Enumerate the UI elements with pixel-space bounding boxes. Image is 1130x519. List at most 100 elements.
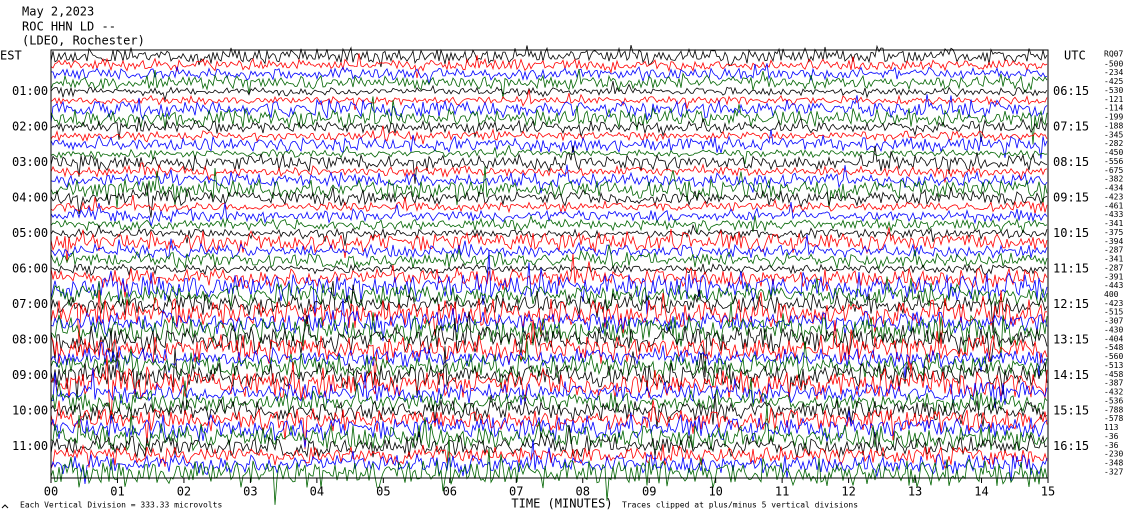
trace-offset: -287 [1104,263,1123,272]
left-time-label: 06:00 [12,261,48,275]
trace-offset: -121 [1104,95,1123,104]
trace-offset: -450 [1104,148,1123,157]
left-time-label: 04:00 [12,190,48,204]
trace-offset: -348 [1104,459,1123,468]
x-tick-label: 14 [974,485,988,499]
trace-offset: -36 [1104,432,1119,441]
station: ROC HHN LD -- [22,20,116,34]
trace-offset: -188 [1104,121,1123,130]
trace-offset: -114 [1104,104,1123,113]
trace-offset: -513 [1104,361,1123,370]
right-time-label: 08:15 [1053,155,1089,169]
x-tick-label: 02 [177,485,191,499]
seismic-trace [50,404,1048,452]
left-time-label: 11:00 [12,439,48,453]
left-time-label: 09:00 [12,368,48,382]
trace-offset: -391 [1104,272,1123,281]
seismic-trace [50,227,1048,263]
x-tick-label: 12 [841,485,855,499]
seismic-trace [50,444,1048,470]
left-time-label: 02:00 [12,119,48,133]
left-time-label: 03:00 [12,155,48,169]
seismic-trace [50,249,1048,319]
seismic-trace [50,44,1048,68]
right-time-label: 07:15 [1053,119,1089,133]
x-tick-label: 04 [310,485,324,499]
right-time-label: 13:15 [1053,332,1089,346]
trace-offset: -578 [1104,414,1123,423]
station-code: RQ07 [1104,50,1123,59]
x-tick-label: 13 [908,485,922,499]
trace-offset: -536 [1104,396,1123,405]
clip-note: Traces clipped at plus/minus 5 vertical … [622,501,858,510]
trace-offset: -341 [1104,255,1123,264]
left-time-label: 10:00 [12,403,48,417]
x-axis-label: TIME (MINUTES) [511,497,612,511]
x-tick-label: 05 [376,485,390,499]
left-time-label: 05:00 [12,226,48,240]
x-tick-label: 11 [775,485,789,499]
seismic-trace [50,96,1048,145]
trace-offset: -199 [1104,113,1123,122]
traces [50,44,1048,505]
seismic-trace [50,439,1048,484]
x-tick-label: 15 [1041,485,1055,499]
x-tick-label: 06 [443,485,457,499]
trace-offset: -307 [1104,317,1123,326]
plot-frame [50,49,1049,479]
x-tick-label: 01 [110,485,124,499]
seismic-trace [50,342,1048,378]
seismic-trace [50,276,1048,311]
seismic-trace [50,63,1048,85]
trace-offset: -675 [1104,166,1123,175]
seismic-trace [50,280,1048,333]
trace-offset: -530 [1104,86,1123,95]
right-time-label: 15:15 [1053,403,1089,417]
right-time-label: 11:15 [1053,261,1089,275]
x-tick-label: 07 [509,485,523,499]
seismic-trace [50,53,1048,79]
trace-offset: -430 [1104,325,1123,334]
trace-offset: -443 [1104,281,1123,290]
seismic-trace [50,301,1048,358]
right-time-label: 16:15 [1053,439,1089,453]
trace-offset: -287 [1104,246,1123,255]
network: (LDEO, Rochester) [22,34,145,48]
right-time-label: 09:15 [1053,190,1089,204]
seismic-trace [50,202,1048,227]
trace-offset: -556 [1104,157,1123,166]
seismic-trace [50,94,1048,124]
seismic-trace [50,393,1048,428]
left-time-label: 07:00 [12,297,48,311]
trace-offset: 113 [1104,423,1119,432]
right-time-label: 12:15 [1053,297,1089,311]
trace-offset: -36 [1104,441,1119,450]
seismic-trace [50,263,1048,277]
x-tick-label: 10 [708,485,722,499]
seismic-trace [50,166,1048,209]
trace-offset: -560 [1104,352,1123,361]
trace-offset: -461 [1104,201,1123,210]
seismic-trace [50,144,1048,165]
trace-offset: -458 [1104,370,1123,379]
trace-offset: -423 [1104,299,1123,308]
trace-offset: -382 [1104,175,1123,184]
trace-offset: -432 [1104,388,1123,397]
right-time-label: 10:15 [1053,226,1089,240]
seismic-trace [50,116,1048,142]
trace-offset: -345 [1104,130,1123,139]
seismic-trace [50,311,1048,378]
seismic-trace [50,89,1048,110]
trace-offset: -788 [1104,405,1123,414]
left-time-label: 08:00 [12,332,48,346]
trace-offset: -404 [1104,334,1123,343]
x-tick-label: 03 [243,485,257,499]
logo-icon [1,504,9,509]
trace-offset: -230 [1104,450,1123,459]
date: May 2,2023 [22,5,94,19]
seismic-trace [50,435,1048,505]
trace-offset: -327 [1104,467,1123,476]
x-tick-label: 09 [642,485,656,499]
seismic-trace [50,162,1048,183]
